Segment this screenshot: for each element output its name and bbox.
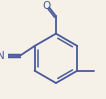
Text: N: N bbox=[0, 51, 5, 61]
Text: O: O bbox=[43, 1, 51, 11]
